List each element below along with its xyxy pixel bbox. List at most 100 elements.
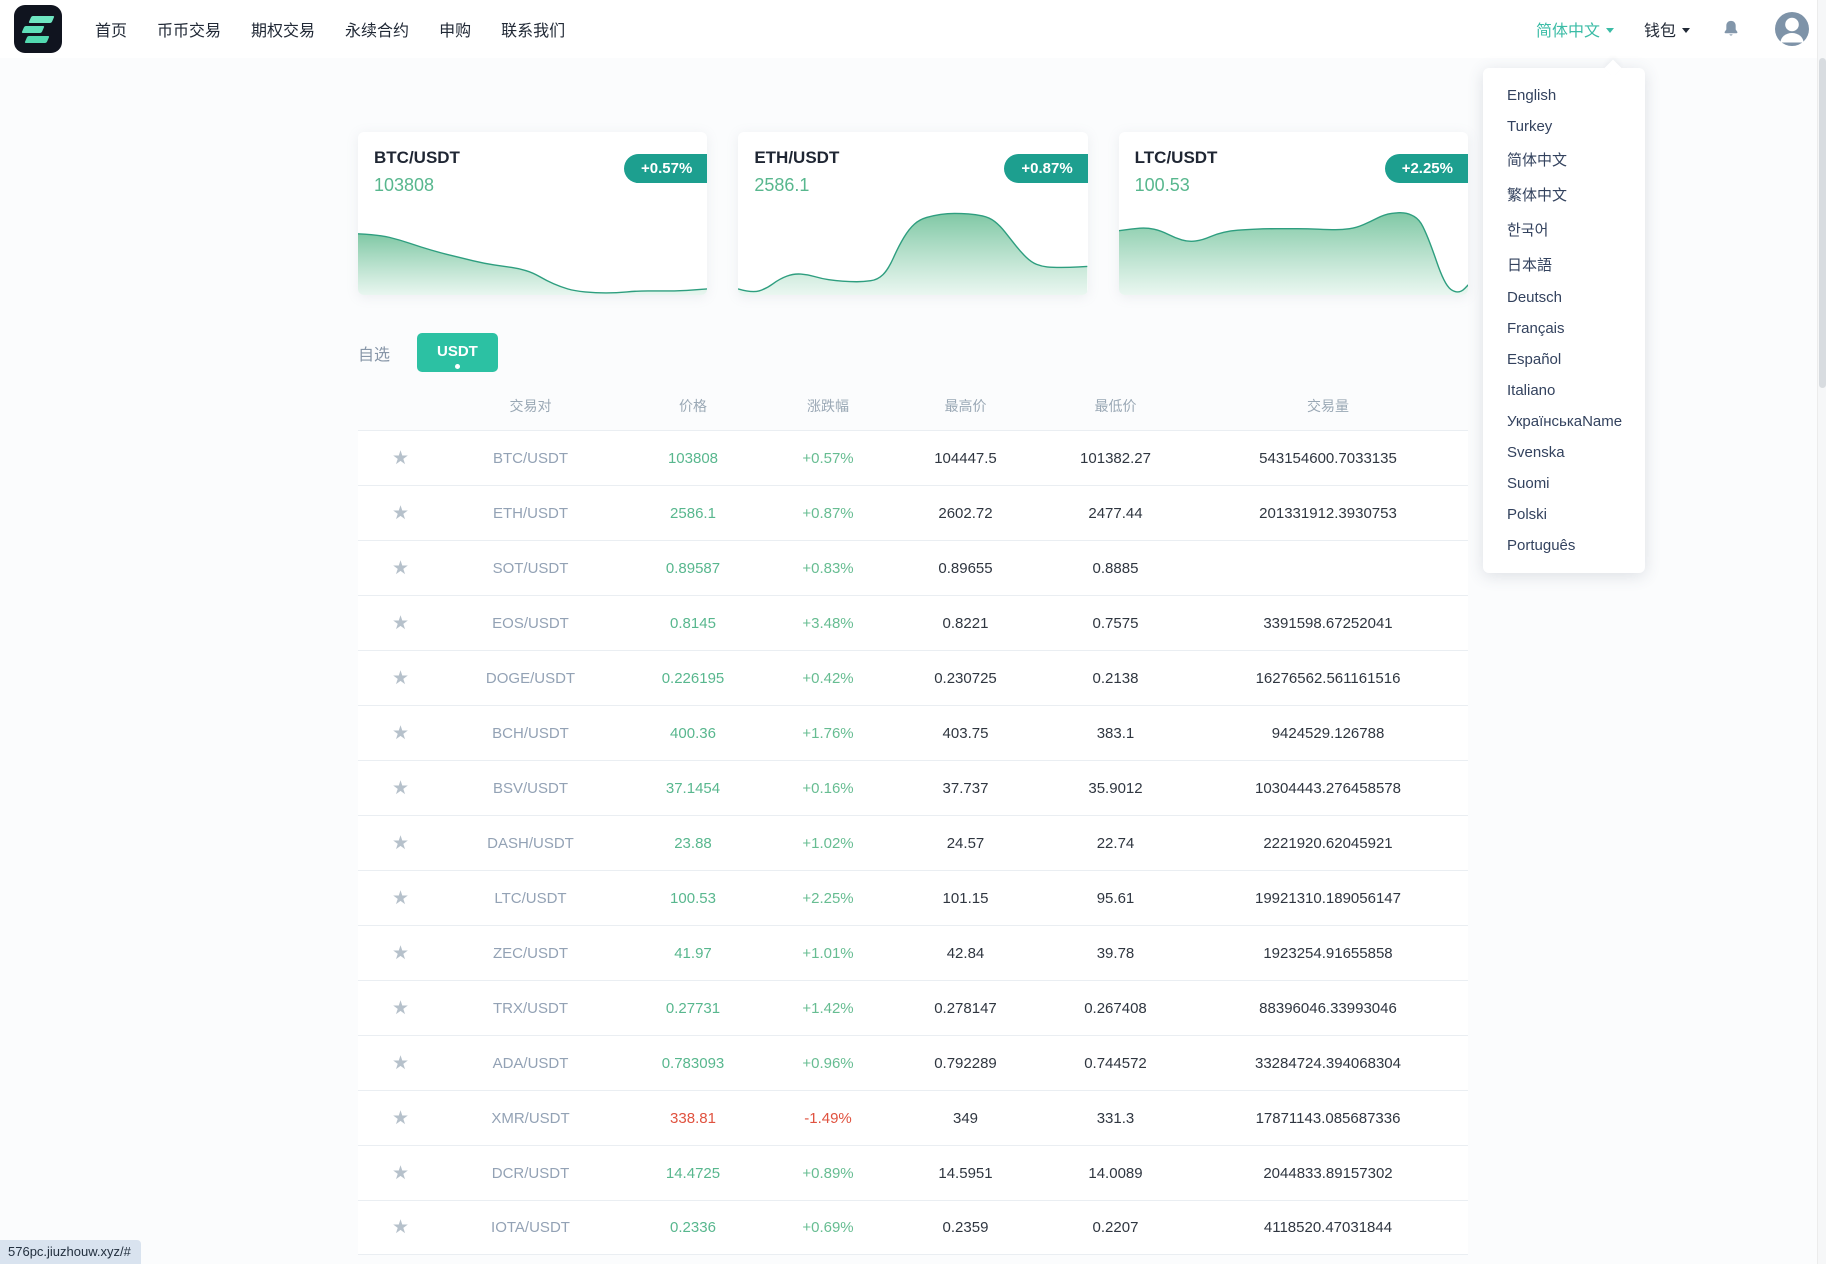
favorite-star-icon[interactable]: ★: [391, 1162, 410, 1184]
language-option[interactable]: Polski: [1507, 506, 1548, 523]
favorite-star-icon[interactable]: ★: [391, 612, 410, 634]
cell-change: +0.96%: [802, 1054, 854, 1072]
table-row[interactable]: ★ BSV/USDT 37.1454 +0.16% 37.737 35.9012…: [358, 760, 1468, 815]
table-row[interactable]: ★ SOT/USDT 0.89587 +0.83% 0.89655 0.8885: [358, 540, 1468, 595]
favorite-star-icon[interactable]: ★: [391, 942, 410, 964]
language-option[interactable]: Português: [1507, 537, 1576, 554]
main-nav: 首页 币币交易 期权交易 永续合约 申购 联系我们: [95, 17, 565, 41]
language-option[interactable]: Deutsch: [1507, 289, 1563, 306]
cell-volume: 33284724.394068304: [1255, 1054, 1401, 1072]
nav-item[interactable]: 首页: [95, 23, 128, 40]
favorite-star-icon[interactable]: ★: [391, 1107, 410, 1129]
cell-volume: 10304443.276458578: [1255, 779, 1401, 797]
cell-low: 331.3: [1096, 1109, 1135, 1127]
cell-volume: 543154600.7033135: [1259, 449, 1397, 467]
table-row[interactable]: ★ DCR/USDT 14.4725 +0.89% 14.5951 14.008…: [358, 1145, 1468, 1200]
card-price: 103808: [374, 175, 435, 195]
cell-price: 400.36: [670, 724, 716, 742]
nav-item[interactable]: 期权交易: [251, 23, 316, 40]
user-avatar[interactable]: [1772, 9, 1812, 49]
language-option[interactable]: Italiano: [1507, 382, 1556, 399]
favorite-star-icon[interactable]: ★: [391, 1217, 410, 1238]
cell-price: 0.89587: [665, 559, 721, 577]
cell-pair: BTC/USDT: [493, 449, 568, 467]
chevron-down-icon: [1682, 27, 1690, 33]
cell-high: 14.5951: [938, 1164, 993, 1182]
cell-price: 0.27731: [665, 999, 721, 1017]
language-option[interactable]: 简体中文: [1507, 152, 1568, 169]
favorite-star-icon[interactable]: ★: [391, 777, 410, 799]
language-option[interactable]: 日本語: [1507, 257, 1553, 274]
language-option[interactable]: 繁体中文: [1507, 187, 1568, 204]
scrollbar-thumb[interactable]: [1819, 58, 1826, 388]
favorite-star-icon[interactable]: ★: [391, 1052, 410, 1074]
tab-favorites[interactable]: 自选: [358, 346, 391, 364]
brand-logo[interactable]: [14, 5, 62, 53]
favorite-star-icon[interactable]: ★: [391, 447, 410, 469]
table-row[interactable]: ★ IOTA/USDT 0.2336 +0.69% 0.2359 0.2207 …: [358, 1200, 1468, 1255]
cell-price: 41.97: [674, 944, 712, 962]
language-option[interactable]: Español: [1507, 351, 1562, 368]
favorite-star-icon[interactable]: ★: [391, 997, 410, 1019]
table-row[interactable]: ★ LTC/USDT 100.53 +2.25% 101.15 95.61 19…: [358, 870, 1468, 925]
nav-item[interactable]: 币币交易: [157, 23, 222, 40]
cell-high: 349: [952, 1109, 979, 1127]
language-option[interactable]: Turkey: [1507, 118, 1553, 135]
language-selector[interactable]: 简体中文: [1536, 17, 1614, 41]
cell-high: 0.230725: [934, 669, 997, 687]
language-option[interactable]: УкраїнськаName: [1507, 413, 1623, 430]
market-table: ★ BTC/USDT 103808 +0.57% 104447.5 101382…: [358, 430, 1468, 1255]
cell-price: 37.1454: [665, 779, 721, 797]
card-change-badge: +0.57%: [624, 154, 708, 183]
cell-pair: DCR/USDT: [491, 1164, 570, 1182]
favorite-star-icon[interactable]: ★: [391, 502, 410, 524]
favorite-star-icon[interactable]: ★: [391, 832, 410, 854]
cell-change: +3.48%: [802, 614, 854, 632]
table-row[interactable]: ★ ADA/USDT 0.783093 +0.96% 0.792289 0.74…: [358, 1035, 1468, 1090]
nav-item[interactable]: 申购: [439, 23, 472, 40]
cell-low: 0.8885: [1092, 559, 1139, 577]
language-option[interactable]: Svenska: [1507, 444, 1565, 461]
page-scrollbar[interactable]: [1817, 0, 1826, 1264]
column-header: 价格: [679, 398, 707, 414]
table-row[interactable]: ★ ETH/USDT 2586.1 +0.87% 2602.72 2477.44…: [358, 485, 1468, 540]
language-option[interactable]: 한국어: [1507, 222, 1549, 239]
table-row[interactable]: ★ BCH/USDT 400.36 +1.76% 403.75 383.1 94…: [358, 705, 1468, 760]
cell-pair: BCH/USDT: [492, 724, 569, 742]
cell-high: 24.57: [946, 834, 985, 852]
tab-usdt[interactable]: USDT: [417, 333, 498, 372]
cell-volume: 17871143.085687336: [1255, 1109, 1401, 1127]
notification-bell-icon[interactable]: [1720, 17, 1742, 41]
table-row[interactable]: ★ DOGE/USDT 0.226195 +0.42% 0.230725 0.2…: [358, 650, 1468, 705]
ticker-card[interactable]: ETH/USDT 2586.1 +0.87%: [738, 132, 1088, 295]
table-row[interactable]: ★ DASH/USDT 23.88 +1.02% 24.57 22.74 222…: [358, 815, 1468, 870]
table-row[interactable]: ★ BTC/USDT 103808 +0.57% 104447.5 101382…: [358, 430, 1468, 485]
cell-low: 22.74: [1096, 834, 1135, 852]
table-row[interactable]: ★ XMR/USDT 338.81 -1.49% 349 331.3 17871…: [358, 1090, 1468, 1145]
table-row[interactable]: ★ TRX/USDT 0.27731 +1.42% 0.278147 0.267…: [358, 980, 1468, 1035]
cell-volume: 16276562.561161516: [1255, 669, 1401, 687]
ticker-card[interactable]: BTC/USDT 103808 +0.57%: [358, 132, 708, 295]
card-pair-label: BTC/USDT: [374, 148, 460, 167]
top-navigation-bar: 首页 币币交易 期权交易 永续合约 申购 联系我们 简体中文 钱包: [0, 0, 1826, 58]
logo-stripe: [28, 16, 55, 23]
wallet-menu[interactable]: 钱包: [1644, 17, 1690, 41]
cell-volume: 2221920.62045921: [1263, 834, 1393, 852]
favorite-star-icon[interactable]: ★: [391, 887, 410, 909]
ticker-card[interactable]: LTC/USDT 100.53 +2.25%: [1118, 132, 1468, 295]
cell-low: 95.61: [1096, 889, 1135, 907]
nav-item[interactable]: 联系我们: [501, 23, 566, 40]
table-row[interactable]: ★ EOS/USDT 0.8145 +3.48% 0.8221 0.7575 3…: [358, 595, 1468, 650]
cell-low: 0.744572: [1084, 1054, 1147, 1072]
language-dropdown-menu: English Turkey 简体中文 繁体中文 한국어 日本語 Deutsch…: [1483, 68, 1645, 573]
language-option[interactable]: Français: [1507, 320, 1565, 337]
table-row[interactable]: ★ ZEC/USDT 41.97 +1.01% 42.84 39.78 1923…: [358, 925, 1468, 980]
favorite-star-icon[interactable]: ★: [391, 722, 410, 744]
language-option[interactable]: Suomi: [1507, 475, 1550, 492]
ticker-cards: BTC/USDT 103808 +0.57% ETH/USDT 2586.1 +…: [358, 132, 1468, 295]
cell-price: 100.53: [670, 889, 716, 907]
language-option[interactable]: English: [1507, 87, 1557, 104]
favorite-star-icon[interactable]: ★: [391, 557, 410, 579]
nav-item[interactable]: 永续合约: [345, 23, 410, 40]
favorite-star-icon[interactable]: ★: [391, 667, 410, 689]
